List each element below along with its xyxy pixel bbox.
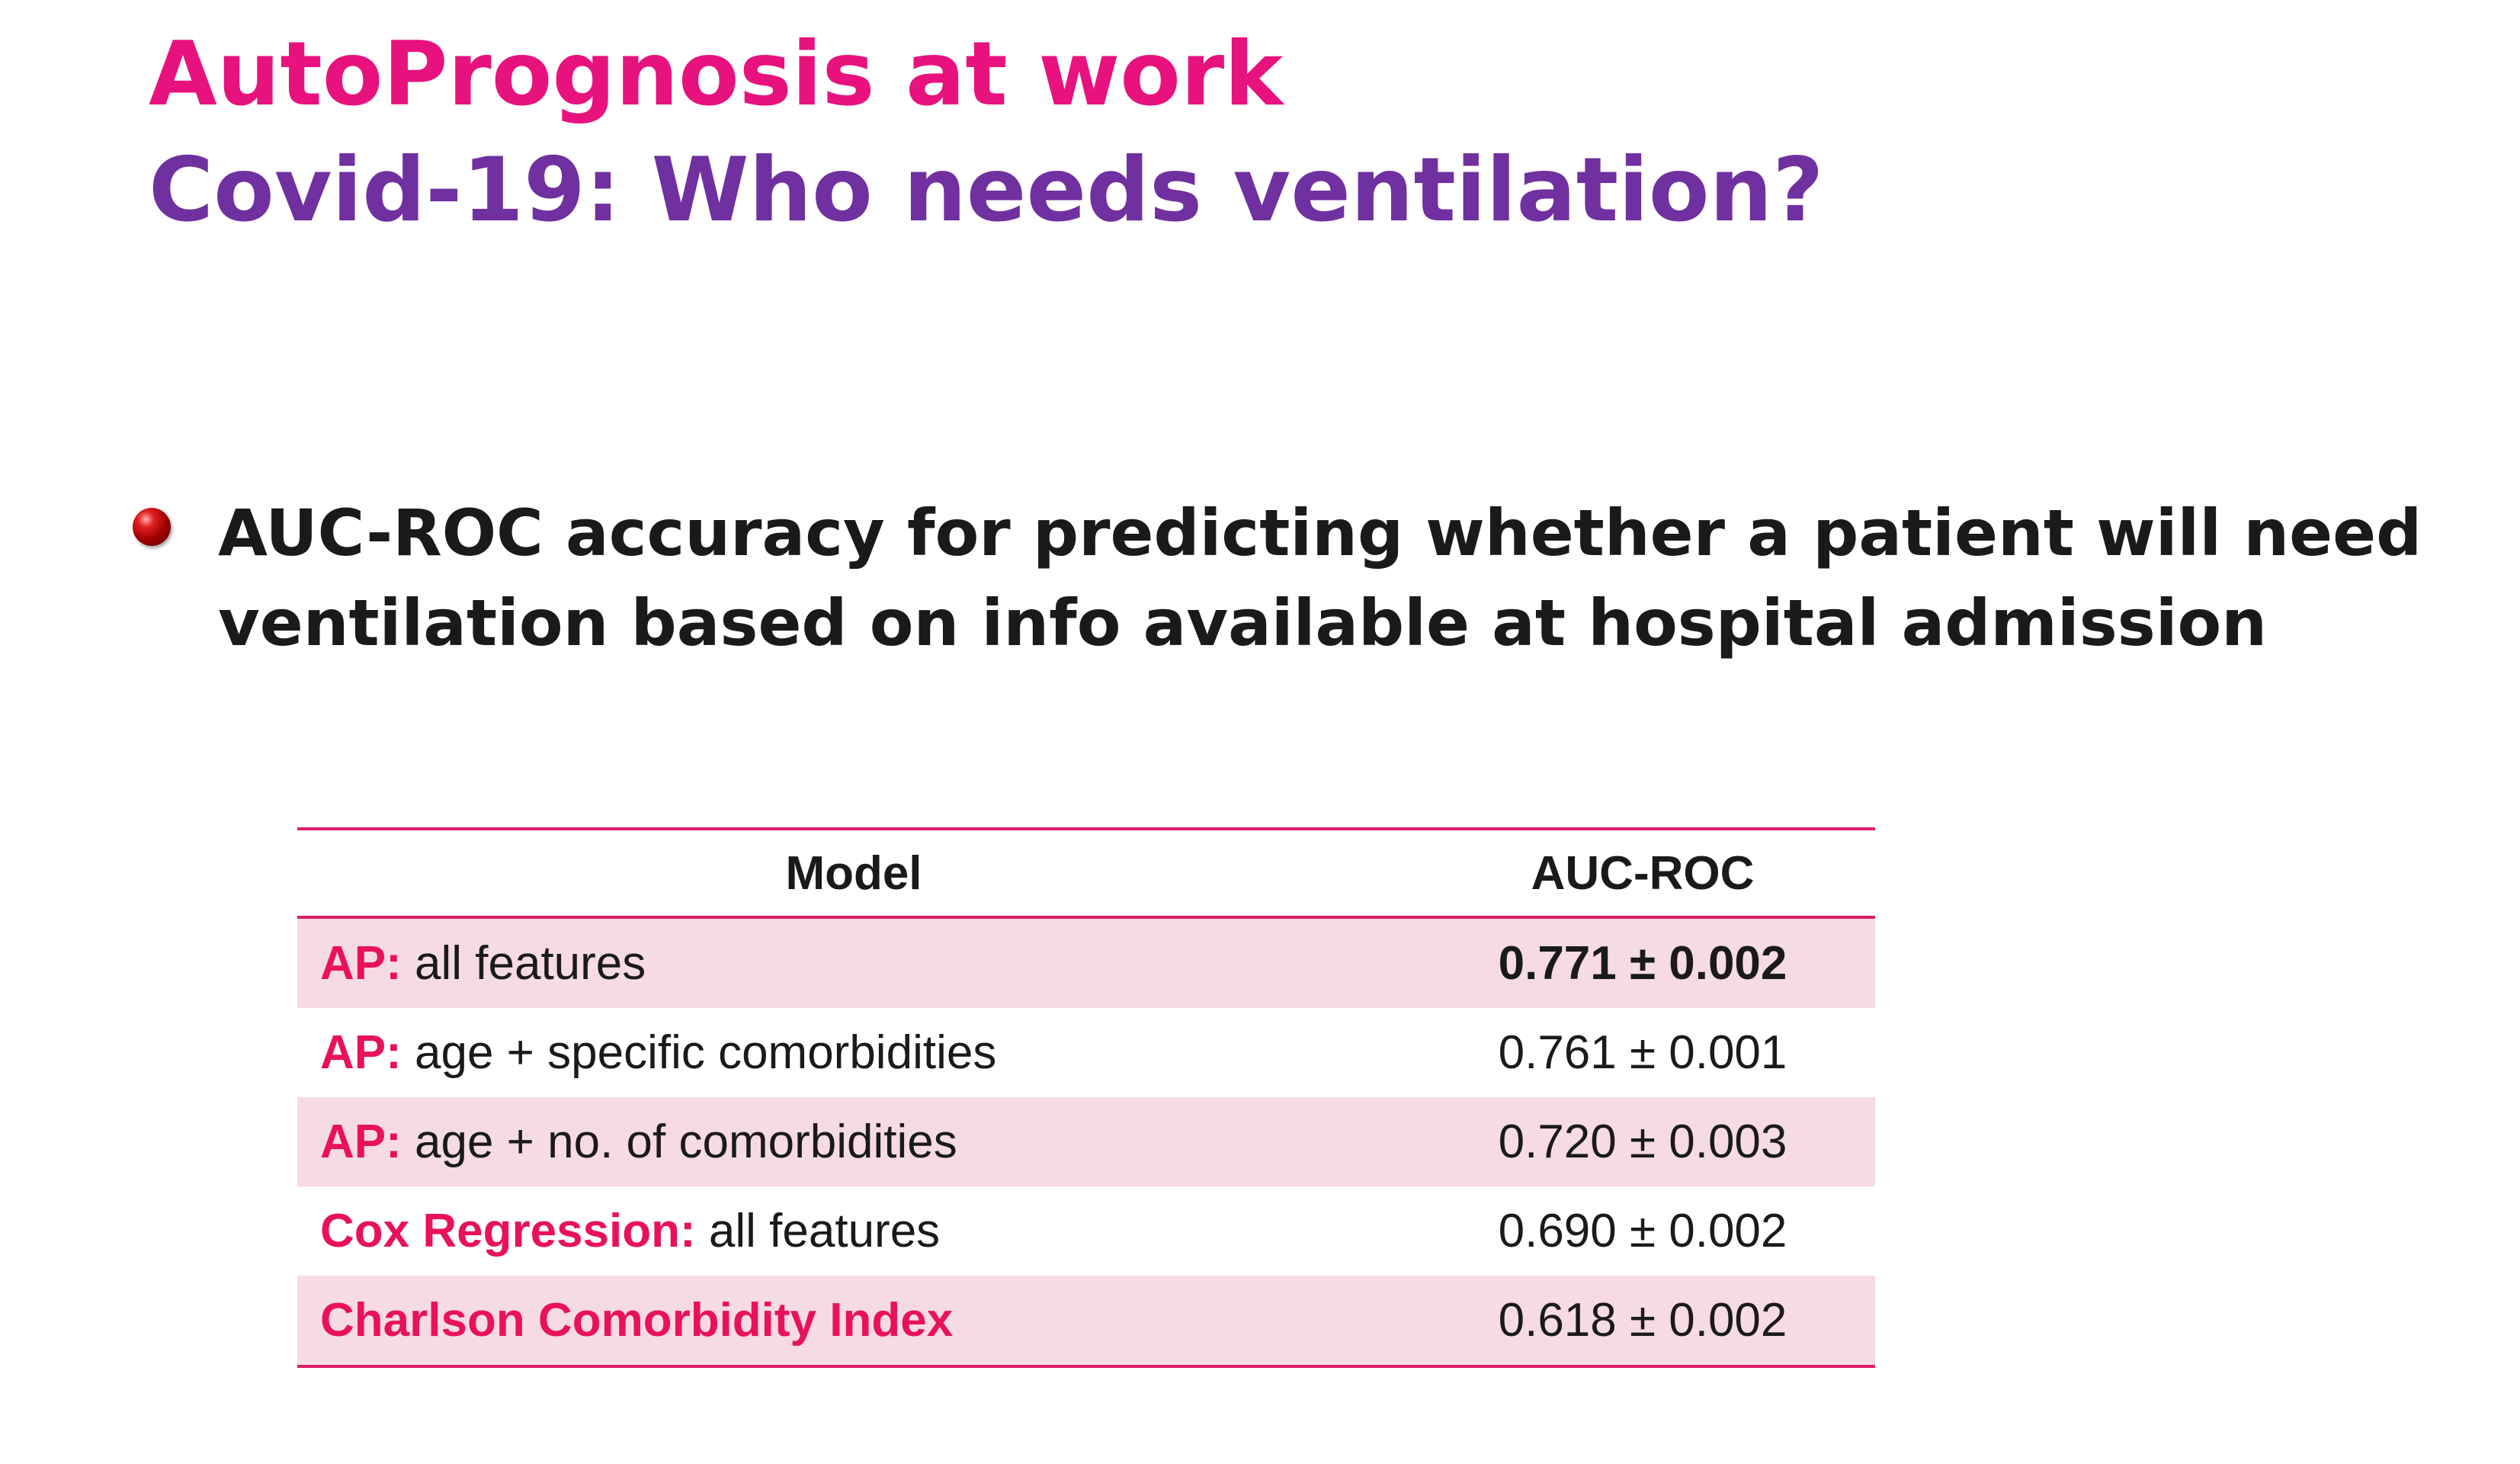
table-row: AP: age + no. of comorbidities 0.720 ± 0.… bbox=[297, 1097, 1875, 1186]
title-line-1: AutoPrognosis at work bbox=[149, 23, 1284, 126]
model-label-prefix: AP: bbox=[320, 937, 402, 990]
bullet-text: AUC-ROC accuracy for predicting whether … bbox=[218, 496, 2422, 660]
header-model: Model bbox=[785, 846, 922, 900]
model-label-prefix: AP: bbox=[320, 1026, 402, 1079]
results-table-container: Model AUC-ROC AP: all features 0.771 ± 0.… bbox=[297, 827, 1875, 1368]
results-table: Model AUC-ROC AP: all features 0.771 ± 0.… bbox=[297, 830, 1875, 1368]
auc-cell: 0.771 ± 0.002 bbox=[1498, 937, 1787, 990]
table-row: AP: age + specific comorbidities 0.761 ± … bbox=[297, 1008, 1875, 1097]
model-label-prefix: Charlson Comorbidity Index bbox=[320, 1294, 954, 1347]
model-label-rest: all features bbox=[695, 1205, 941, 1257]
auc-cell: 0.720 ± 0.003 bbox=[1498, 1116, 1787, 1168]
table-row: AP: all features 0.771 ± 0.002 bbox=[297, 917, 1875, 1008]
red-sphere-bullet-icon bbox=[133, 508, 171, 546]
model-cell: AP: age + no. of comorbidities bbox=[297, 1097, 1410, 1186]
model-cell: AP: all features bbox=[297, 917, 1410, 1008]
model-label-prefix: AP: bbox=[320, 1116, 402, 1168]
model-label-prefix: Cox Regression: bbox=[320, 1205, 696, 1257]
table-top-rule bbox=[297, 827, 1875, 830]
table-row: Charlson Comorbidity Index 0.618 ± 0.002 bbox=[297, 1276, 1875, 1366]
model-label-rest: age + no. of comorbidities bbox=[401, 1116, 957, 1168]
header-auc: AUC-ROC bbox=[1531, 846, 1755, 900]
auc-cell: 0.618 ± 0.002 bbox=[1498, 1294, 1787, 1347]
model-cell: Charlson Comorbidity Index bbox=[297, 1276, 1410, 1366]
table-body: AP: all features 0.771 ± 0.002 AP: age + s… bbox=[297, 917, 1875, 1366]
title-line-2: Covid-19: Who needs ventilation? bbox=[149, 139, 1824, 242]
table-row: Cox Regression: all features 0.690 ± 0.00… bbox=[297, 1186, 1875, 1276]
table-header-row: Model AUC-ROC bbox=[297, 830, 1875, 917]
model-cell: Cox Regression: all features bbox=[297, 1186, 1410, 1276]
auc-cell: 0.690 ± 0.002 bbox=[1498, 1205, 1787, 1257]
model-label-rest: age + specific comorbidities bbox=[401, 1026, 997, 1079]
auc-cell: 0.761 ± 0.001 bbox=[1498, 1026, 1787, 1079]
model-label-rest: all features bbox=[401, 937, 646, 990]
model-cell: AP: age + specific comorbidities bbox=[297, 1008, 1410, 1097]
